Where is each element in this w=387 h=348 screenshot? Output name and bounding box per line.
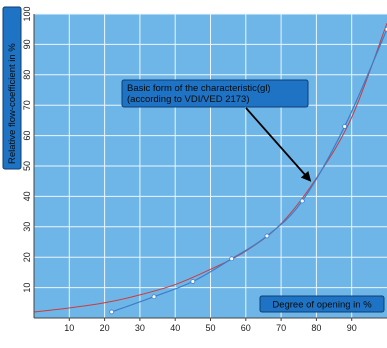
y-tick-label: 50: [22, 161, 32, 171]
x-axis-label: Degree of opening in %: [272, 300, 372, 311]
annotation-box: [121, 79, 309, 108]
x-axis-label-box: [259, 295, 385, 313]
x-tick-label: 30: [135, 323, 145, 333]
measured-point: [190, 279, 196, 284]
measured-point: [264, 233, 270, 239]
y-axis-label-box: [2, 6, 22, 170]
annotation-arrow: [245, 107, 312, 182]
y-tick-label: 20: [22, 252, 32, 262]
characteristic-series-line: [34, 22, 387, 313]
y-tick-label: 10: [22, 283, 32, 293]
measured-point: [151, 294, 157, 300]
y-tick-label: 30: [22, 222, 32, 232]
measured-point: [229, 256, 235, 262]
x-tick-label: 80: [311, 323, 321, 333]
y-tick-label: 80: [22, 70, 32, 80]
y-tick-label: 100: [22, 6, 32, 21]
x-tick-label: 70: [276, 323, 286, 333]
measured-point: [109, 309, 115, 315]
y-tick-label: 60: [22, 131, 32, 141]
x-tick-label: 10: [64, 323, 74, 333]
annotation-line-1: Basic form of the characteristic(gl): [127, 83, 271, 94]
y-axis-label: Relative flow-coefficient in %: [7, 43, 18, 164]
y-axis-label-group: Relative flow-coefficient in %: [2, 6, 22, 170]
x-tick-label: 20: [100, 323, 110, 333]
x-tick-label: 60: [241, 323, 251, 333]
grid: [34, 13, 387, 318]
y-axis-ticks: 10 20 30 40 50 60 70 80 90 100: [22, 6, 32, 292]
x-tick-label: 50: [205, 323, 215, 333]
x-axis-ticks: 10 20 30 40 50 60 70 80 90: [64, 318, 357, 333]
measured-point: [299, 198, 305, 204]
y-tick-label: 90: [22, 39, 32, 49]
x-tick-label: 40: [170, 323, 180, 333]
annotation: Basic form of the characteristic(gl) (ac…: [121, 79, 312, 182]
measured-series-points: [109, 26, 387, 315]
x-axis-label-group: Degree of opening in %: [259, 295, 385, 313]
y-tick-label: 40: [22, 191, 32, 201]
y-tick-label: 70: [22, 100, 32, 110]
x-tick-label: 90: [347, 323, 357, 333]
measured-point: [342, 124, 348, 129]
annotation-line-2: (according to VDI/VED 2173): [127, 94, 250, 105]
